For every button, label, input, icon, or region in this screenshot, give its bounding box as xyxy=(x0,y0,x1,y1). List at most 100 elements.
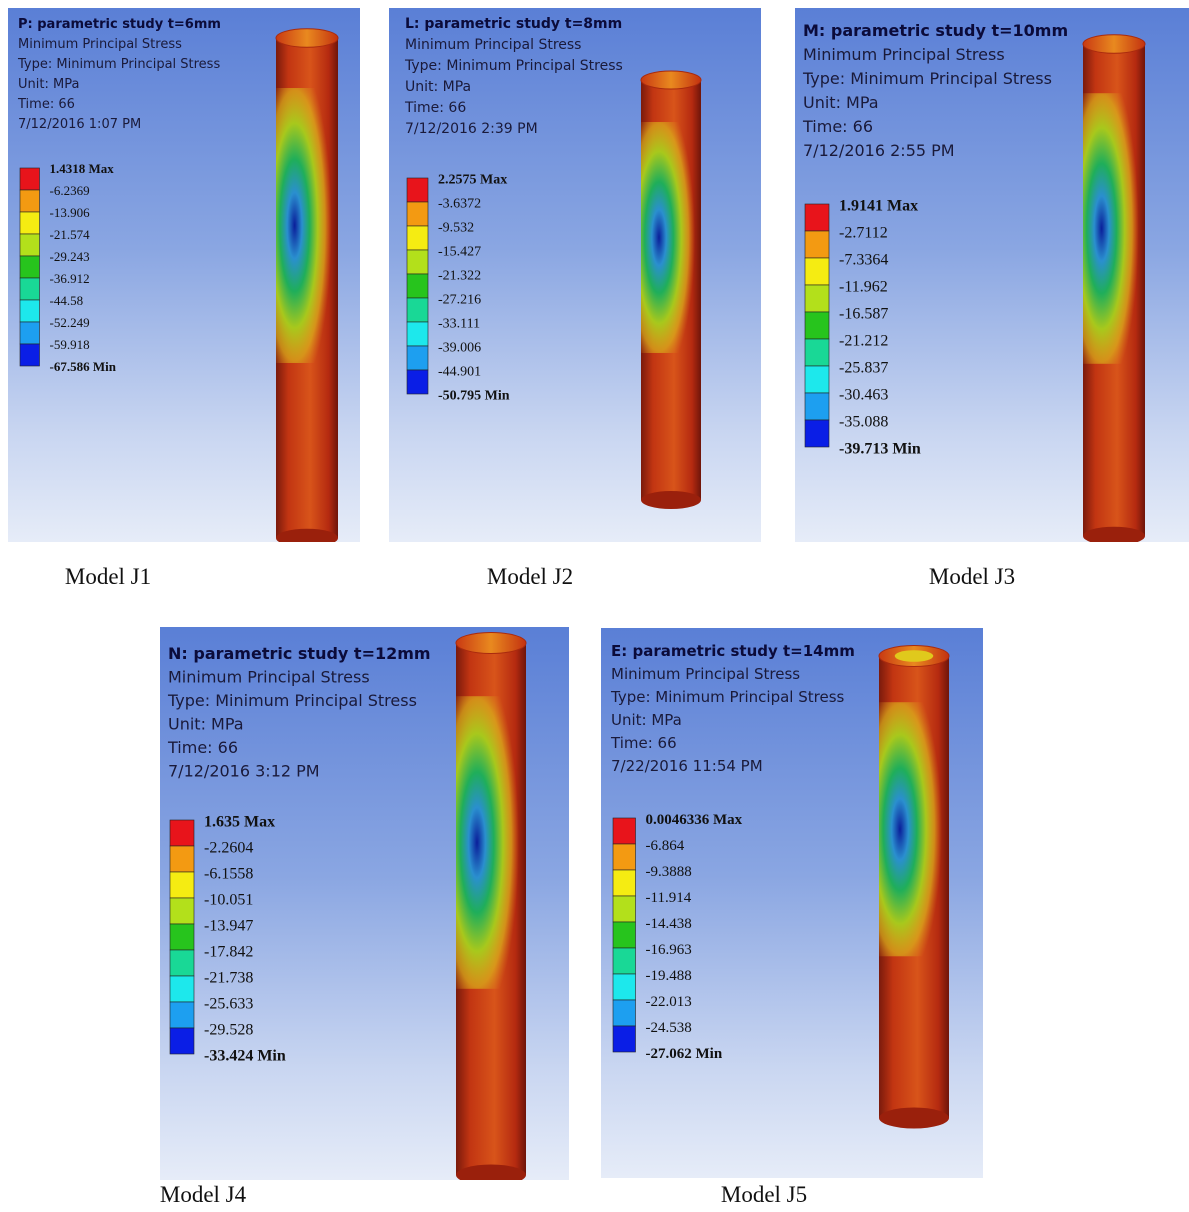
legend-swatch xyxy=(805,258,829,285)
legend-label: -9.3888 xyxy=(646,864,692,880)
legend-swatch xyxy=(613,818,636,844)
panel-title: P: parametric study t=6mm xyxy=(18,17,221,32)
legend-label: -6.2369 xyxy=(50,183,90,198)
panel-info: Type: Minimum Principal Stress xyxy=(17,57,220,72)
legend-swatch xyxy=(20,212,40,234)
legend-label: -10.051 xyxy=(204,891,253,908)
legend-label: 2.2575 Max xyxy=(438,173,507,188)
legend-label: -2.7112 xyxy=(839,224,888,241)
legend-swatch xyxy=(805,204,829,231)
panel-info: 7/12/2016 2:39 PM xyxy=(405,121,538,137)
legend-swatch xyxy=(805,231,829,258)
legend-swatch xyxy=(805,366,829,393)
legend-label: -11.914 xyxy=(646,890,692,906)
figure: (() => { const data = JSON.parse(documen… xyxy=(0,0,1189,1212)
panel-info: Unit: MPa xyxy=(168,715,244,734)
panel-info: 7/12/2016 3:12 PM xyxy=(168,762,320,781)
panel-info: Minimum Principal Stress xyxy=(803,45,1005,64)
panel-info: 7/12/2016 1:07 PM xyxy=(18,117,141,132)
legend-swatch xyxy=(20,256,40,278)
model-caption: Model J5 xyxy=(721,1182,807,1208)
model-caption: Model J4 xyxy=(160,1182,246,1208)
legend-label: -25.837 xyxy=(839,359,888,376)
legend-swatch xyxy=(613,844,636,870)
panel-canvas: E: parametric study t=14mm Minimum Princi… xyxy=(601,628,983,1178)
legend-label: 1.635 Max xyxy=(204,813,275,830)
panel-info: Unit: MPa xyxy=(611,711,682,729)
cylinder-bottom xyxy=(641,491,701,509)
panel-info: Minimum Principal Stress xyxy=(611,665,800,683)
panel-info: Unit: MPa xyxy=(18,77,79,92)
legend-label: -24.538 xyxy=(646,1020,692,1036)
cylinder-top xyxy=(641,71,701,89)
legend-swatch xyxy=(170,820,194,846)
legend-label: -21.322 xyxy=(438,269,481,284)
stress-region xyxy=(1083,93,1145,364)
cylinder-top xyxy=(456,633,526,654)
panel-info: Type: Minimum Principal Stress xyxy=(167,691,417,710)
panel-info: 7/22/2016 11:54 PM xyxy=(611,757,763,775)
panel-title: N: parametric study t=12mm xyxy=(168,644,431,663)
legend-label: -52.249 xyxy=(50,315,90,330)
result-panel: E: parametric study t=14mm Minimum Princi… xyxy=(601,628,983,1178)
cylinder-top xyxy=(276,29,338,48)
panel-info: Time: 66 xyxy=(17,97,75,112)
legend-label: -59.918 xyxy=(50,337,90,352)
legend-label: -50.795 Min xyxy=(438,389,510,404)
legend-swatch xyxy=(20,278,40,300)
legend-label: -25.633 xyxy=(204,995,253,1012)
legend-swatch xyxy=(20,322,40,344)
legend-label: -29.528 xyxy=(204,1021,253,1038)
legend-swatch xyxy=(170,1002,194,1028)
model-caption: Model J2 xyxy=(487,564,573,590)
stress-region xyxy=(641,122,701,353)
legend-label: 0.0046336 Max xyxy=(646,812,743,828)
legend-label: -21.574 xyxy=(50,227,91,242)
panel-title: E: parametric study t=14mm xyxy=(611,642,855,660)
legend-swatch xyxy=(613,870,636,896)
legend-label: -6.1558 xyxy=(204,865,253,882)
legend-label: 1.9141 Max xyxy=(839,197,918,214)
panel-info: Unit: MPa xyxy=(405,79,471,95)
legend-label: -39.713 Min xyxy=(839,440,921,457)
legend-label: -13.947 xyxy=(204,917,253,934)
panel-info: Type: Minimum Principal Stress xyxy=(404,58,623,74)
legend-label: -16.587 xyxy=(839,305,888,322)
legend-label: -19.488 xyxy=(646,968,692,984)
result-panel: M: parametric study t=10mm Minimum Princi… xyxy=(795,8,1189,542)
panel-info: Minimum Principal Stress xyxy=(405,37,581,53)
legend-swatch xyxy=(613,896,636,922)
panel-title: M: parametric study t=10mm xyxy=(803,21,1068,40)
legend-label: -29.243 xyxy=(50,249,90,264)
legend-swatch xyxy=(613,974,636,1000)
legend-label: -35.088 xyxy=(839,413,888,430)
legend-label: -33.424 Min xyxy=(204,1047,286,1064)
legend-swatch xyxy=(407,202,428,226)
model-caption: Model J1 xyxy=(65,564,151,590)
legend-swatch xyxy=(20,344,40,366)
legend-label: -3.6372 xyxy=(438,197,481,212)
legend-swatch xyxy=(613,1026,636,1052)
legend-label: -6.864 xyxy=(646,838,685,854)
legend-label: -27.216 xyxy=(438,293,481,308)
legend-swatch xyxy=(407,346,428,370)
stress-region xyxy=(456,696,526,989)
panel-info: Time: 66 xyxy=(802,117,873,136)
legend-label: -17.842 xyxy=(204,943,253,960)
stress-region xyxy=(879,702,949,956)
legend-label: -15.427 xyxy=(438,245,481,260)
cylinder-hole xyxy=(895,650,934,662)
legend-label: 1.4318 Max xyxy=(50,161,115,176)
model-caption: Model J3 xyxy=(929,564,1015,590)
legend-swatch xyxy=(170,898,194,924)
panel-info: Type: Minimum Principal Stress xyxy=(802,69,1052,88)
legend-swatch xyxy=(407,370,428,394)
legend-label: -9.532 xyxy=(438,221,474,236)
legend-swatch xyxy=(613,1000,636,1026)
legend-label: -13.906 xyxy=(50,205,91,220)
legend-swatch xyxy=(407,298,428,322)
